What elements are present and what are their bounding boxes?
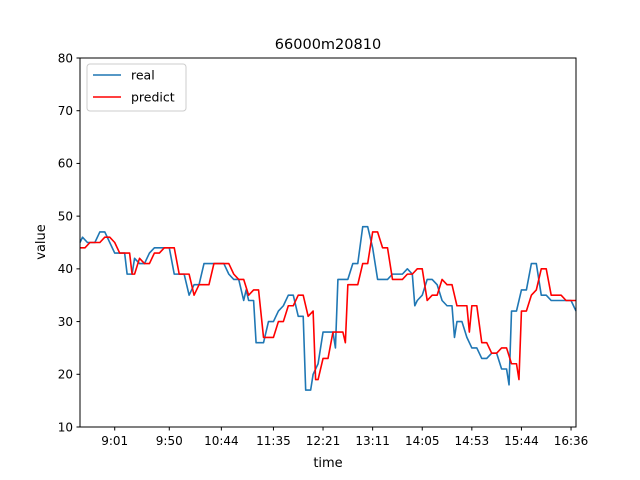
plot-area xyxy=(79,57,577,428)
series-line-predict xyxy=(80,231,576,381)
legend-label-predict: predict xyxy=(131,90,175,105)
x-tick-label: 16:36 xyxy=(554,434,589,448)
x-tick-label: 11:35 xyxy=(256,434,291,448)
x-tick-label: 10:44 xyxy=(204,434,239,448)
plot-frame xyxy=(79,57,577,428)
series-layer xyxy=(79,225,577,391)
x-axis: 9:01 9:50 10:44 11:35 12:21 13:11 14:05 14:53 15… xyxy=(101,427,588,448)
x-axis-label: time xyxy=(313,456,342,471)
x-tick-label: 9:50 xyxy=(156,434,183,448)
legend: real predict xyxy=(86,63,187,112)
x-tick-label: 9:01 xyxy=(101,434,128,448)
y-tick-label: 10 xyxy=(58,420,73,434)
y-tick-label: 70 xyxy=(58,104,73,118)
y-tick-label: 50 xyxy=(58,209,73,223)
x-tick-label: 15:44 xyxy=(504,434,539,448)
y-tick-label: 30 xyxy=(58,315,73,329)
y-axis-label: value xyxy=(34,224,49,260)
x-tick-label: 13:11 xyxy=(355,434,390,448)
plot-background xyxy=(80,58,576,427)
legend-label-real: real xyxy=(131,68,155,83)
x-tick-label: 14:05 xyxy=(405,434,440,448)
y-axis: 10 20 30 40 50 60 70 80 xyxy=(58,51,80,434)
y-tick-label: 60 xyxy=(58,157,73,171)
x-tick-label: 14:53 xyxy=(455,434,490,448)
y-tick-label: 40 xyxy=(58,262,73,276)
x-tick-label: 12:21 xyxy=(306,434,341,448)
y-tick-label: 80 xyxy=(58,51,73,65)
chart-title: 66000m20810 xyxy=(275,37,381,53)
y-tick-label: 20 xyxy=(58,368,73,382)
